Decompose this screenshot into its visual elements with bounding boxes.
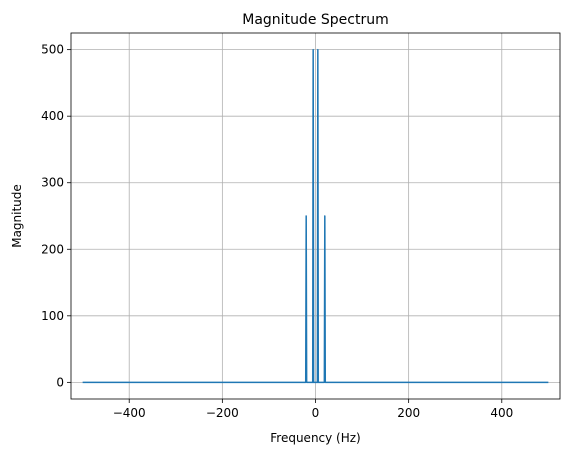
x-tick-label: 400 xyxy=(490,406,513,420)
chart-title: Magnitude Spectrum xyxy=(242,12,388,28)
x-axis: −400 −200 0 200 400 xyxy=(113,399,513,420)
x-tick-label: 0 xyxy=(312,406,320,420)
series-layer xyxy=(82,48,549,384)
grid xyxy=(71,33,560,399)
x-tick-label: 200 xyxy=(397,406,420,420)
x-tick-label: −200 xyxy=(206,406,239,420)
x-axis-label: Frequency (Hz) xyxy=(270,431,361,445)
y-axis: 0 100 200 300 400 500 xyxy=(41,43,71,389)
y-tick-label: 400 xyxy=(41,109,64,123)
y-tick-label: 200 xyxy=(41,242,64,256)
y-tick-label: 100 xyxy=(41,309,64,323)
y-tick-label: 300 xyxy=(41,176,64,190)
y-tick-label: 0 xyxy=(56,375,64,389)
y-tick-label: 500 xyxy=(41,43,64,57)
x-tick-label: −400 xyxy=(113,406,146,420)
y-axis-label: Magnitude xyxy=(10,184,24,248)
spectrum-line xyxy=(82,48,549,384)
